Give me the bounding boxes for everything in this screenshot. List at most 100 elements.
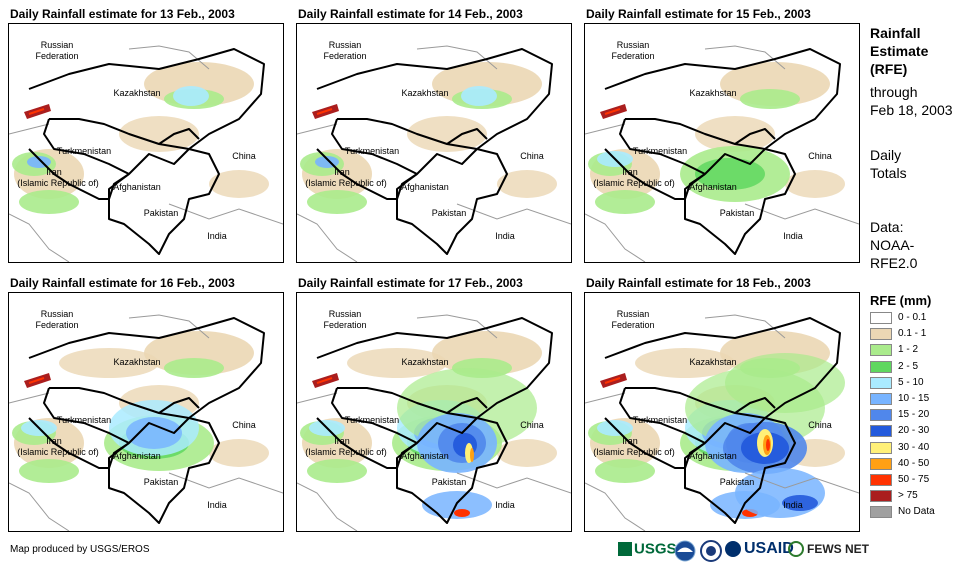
legend-swatch <box>870 441 892 454</box>
country-label-iran: Iran <box>46 167 62 177</box>
country-label-china: China <box>808 151 832 161</box>
country-label-turkmenistan: Turkmenistan <box>57 146 111 156</box>
panel-title-3: Daily Rainfall estimate for 15 Feb., 200… <box>586 7 811 21</box>
legend-label: 10 - 15 <box>898 393 930 404</box>
country-label-turkmenistan: Turkmenistan <box>345 415 399 425</box>
sidebar-title-line2: Estimate <box>870 43 929 59</box>
usgs-logo: USGS <box>618 540 677 562</box>
country-label-kazakhstan: Kazakhstan <box>401 357 448 367</box>
country-label-kazakhstan: Kazakhstan <box>401 88 448 98</box>
usaid-seal-icon <box>725 541 741 558</box>
country-label-afghanistan: Afghanistan <box>401 182 449 192</box>
legend-swatch <box>870 393 892 405</box>
country-label-iran_sub: (Islamic Republic of) <box>17 178 99 188</box>
panel-title-6: Daily Rainfall estimate for 18 Feb., 200… <box>586 276 811 290</box>
country-label-iran: Iran <box>334 436 350 446</box>
country-label-federation: Federation <box>35 51 78 61</box>
country-label-iran_sub: (Islamic Republic of) <box>17 447 99 457</box>
country-label-afghanistan: Afghanistan <box>689 451 737 461</box>
country-label-iran: Iran <box>622 167 638 177</box>
sidebar-data-source1: NOAA- <box>870 237 915 253</box>
country-label-russia: Russian <box>329 40 362 50</box>
country-label-china: China <box>232 420 256 430</box>
panel-title-5: Daily Rainfall estimate for 17 Feb., 200… <box>298 276 523 290</box>
fewsnet-logo: FEWS NET <box>788 540 869 562</box>
legend-label: 1 - 2 <box>898 344 919 356</box>
legend-label: 40 - 50 <box>898 457 930 469</box>
legend-label: 15 - 20 <box>898 409 930 421</box>
country-label-federation: Federation <box>35 320 78 330</box>
country-label-china: China <box>232 151 256 161</box>
legend-swatch <box>870 457 892 470</box>
panel-title-4: Daily Rainfall estimate for 16 Feb., 200… <box>10 276 235 290</box>
sidebar-data-label: Data: <box>870 219 904 235</box>
panel-title-2: Daily Rainfall estimate for 14 Feb., 200… <box>298 7 523 21</box>
country-label-china: China <box>808 420 832 430</box>
legend-swatch <box>870 344 892 357</box>
legend-swatch <box>870 474 892 486</box>
legend-swatch <box>870 425 892 438</box>
country-label-iran_sub: (Islamic Republic of) <box>593 447 675 457</box>
country-label-china: China <box>520 420 544 430</box>
usgs-wave-icon <box>618 542 632 557</box>
country-label-turkmenistan: Turkmenistan <box>633 146 687 156</box>
country-label-federation: Federation <box>611 51 654 61</box>
country-label-afghanistan: Afghanistan <box>401 451 449 461</box>
legend-swatch <box>870 409 892 422</box>
country-label-turkmenistan: Turkmenistan <box>57 415 111 425</box>
country-label-iran_sub: (Islamic Republic of) <box>305 447 387 457</box>
country-label-afghanistan: Afghanistan <box>113 451 161 461</box>
legend-swatch <box>870 360 892 373</box>
legend-swatch <box>870 328 892 341</box>
country-label-pakistan: Pakistan <box>144 477 179 487</box>
sidebar-through: through <box>870 84 918 100</box>
legend-label: > 75 <box>898 490 918 502</box>
country-label-russia: Russian <box>617 40 650 50</box>
country-label-iran_sub: (Islamic Republic of) <box>593 178 675 188</box>
rainfall-map-4: Russian Federation Kazakhstan Turkmenistan C… <box>8 292 284 532</box>
legend-label: 50 - 75 <box>898 474 930 485</box>
country-label-india: India <box>783 500 803 510</box>
globe-icon <box>788 541 804 558</box>
sidebar-date: Feb 18, 2003 <box>870 102 953 118</box>
country-label-federation: Federation <box>611 320 654 330</box>
country-label-pakistan: Pakistan <box>144 208 179 218</box>
panel-title-1: Daily Rainfall estimate for 13 Feb., 200… <box>10 7 235 21</box>
country-label-iran: Iran <box>334 167 350 177</box>
country-label-turkmenistan: Turkmenistan <box>345 146 399 156</box>
country-label-kazakhstan: Kazakhstan <box>689 88 736 98</box>
legend-label: 0.1 - 1 <box>898 328 927 340</box>
country-label-pakistan: Pakistan <box>432 477 467 487</box>
country-label-china: China <box>520 151 544 161</box>
rainfall-map-1: Russian Federation Kazakhstan Turkmenistan C… <box>8 23 284 263</box>
country-label-india: India <box>495 500 515 510</box>
rainfall-map-6: Russian Federation Kazakhstan Turkmenistan C… <box>584 292 860 532</box>
country-label-russia: Russian <box>617 309 650 319</box>
country-label-kazakhstan: Kazakhstan <box>113 357 160 367</box>
legend-swatch <box>870 312 892 324</box>
country-label-india: India <box>207 231 227 241</box>
legend-swatch <box>870 376 892 389</box>
dhs-seal-icon <box>700 540 722 562</box>
legend-label: 0 - 0.1 <box>898 312 927 323</box>
usaid-logo-text: USAID <box>744 540 794 558</box>
country-label-pakistan: Pakistan <box>432 208 467 218</box>
country-label-russia: Russian <box>41 40 74 50</box>
legend-swatch <box>870 506 892 519</box>
rainfall-map-5: Russian Federation Kazakhstan Turkmenistan C… <box>296 292 572 532</box>
country-label-russia: Russian <box>41 309 74 319</box>
country-label-iran: Iran <box>46 436 62 446</box>
legend-label: No Data <box>898 506 935 518</box>
legend-label: 2 - 5 <box>898 360 919 372</box>
sidebar-daily: Daily <box>870 147 902 163</box>
sidebar-data-source2: RFE2.0 <box>870 255 918 271</box>
rainfall-map-3: Russian Federation Kazakhstan Turkmenistan C… <box>584 23 860 263</box>
country-label-india: India <box>783 231 803 241</box>
legend-label: 5 - 10 <box>898 376 924 388</box>
country-label-russia: Russian <box>329 309 362 319</box>
legend-label: 20 - 30 <box>898 425 930 437</box>
country-label-kazakhstan: Kazakhstan <box>113 88 160 98</box>
fewsnet-logo-text: FEWS NET <box>807 542 869 557</box>
sidebar-title-line3: (RFE) <box>870 61 908 77</box>
noaa-logo-icon <box>674 540 696 562</box>
